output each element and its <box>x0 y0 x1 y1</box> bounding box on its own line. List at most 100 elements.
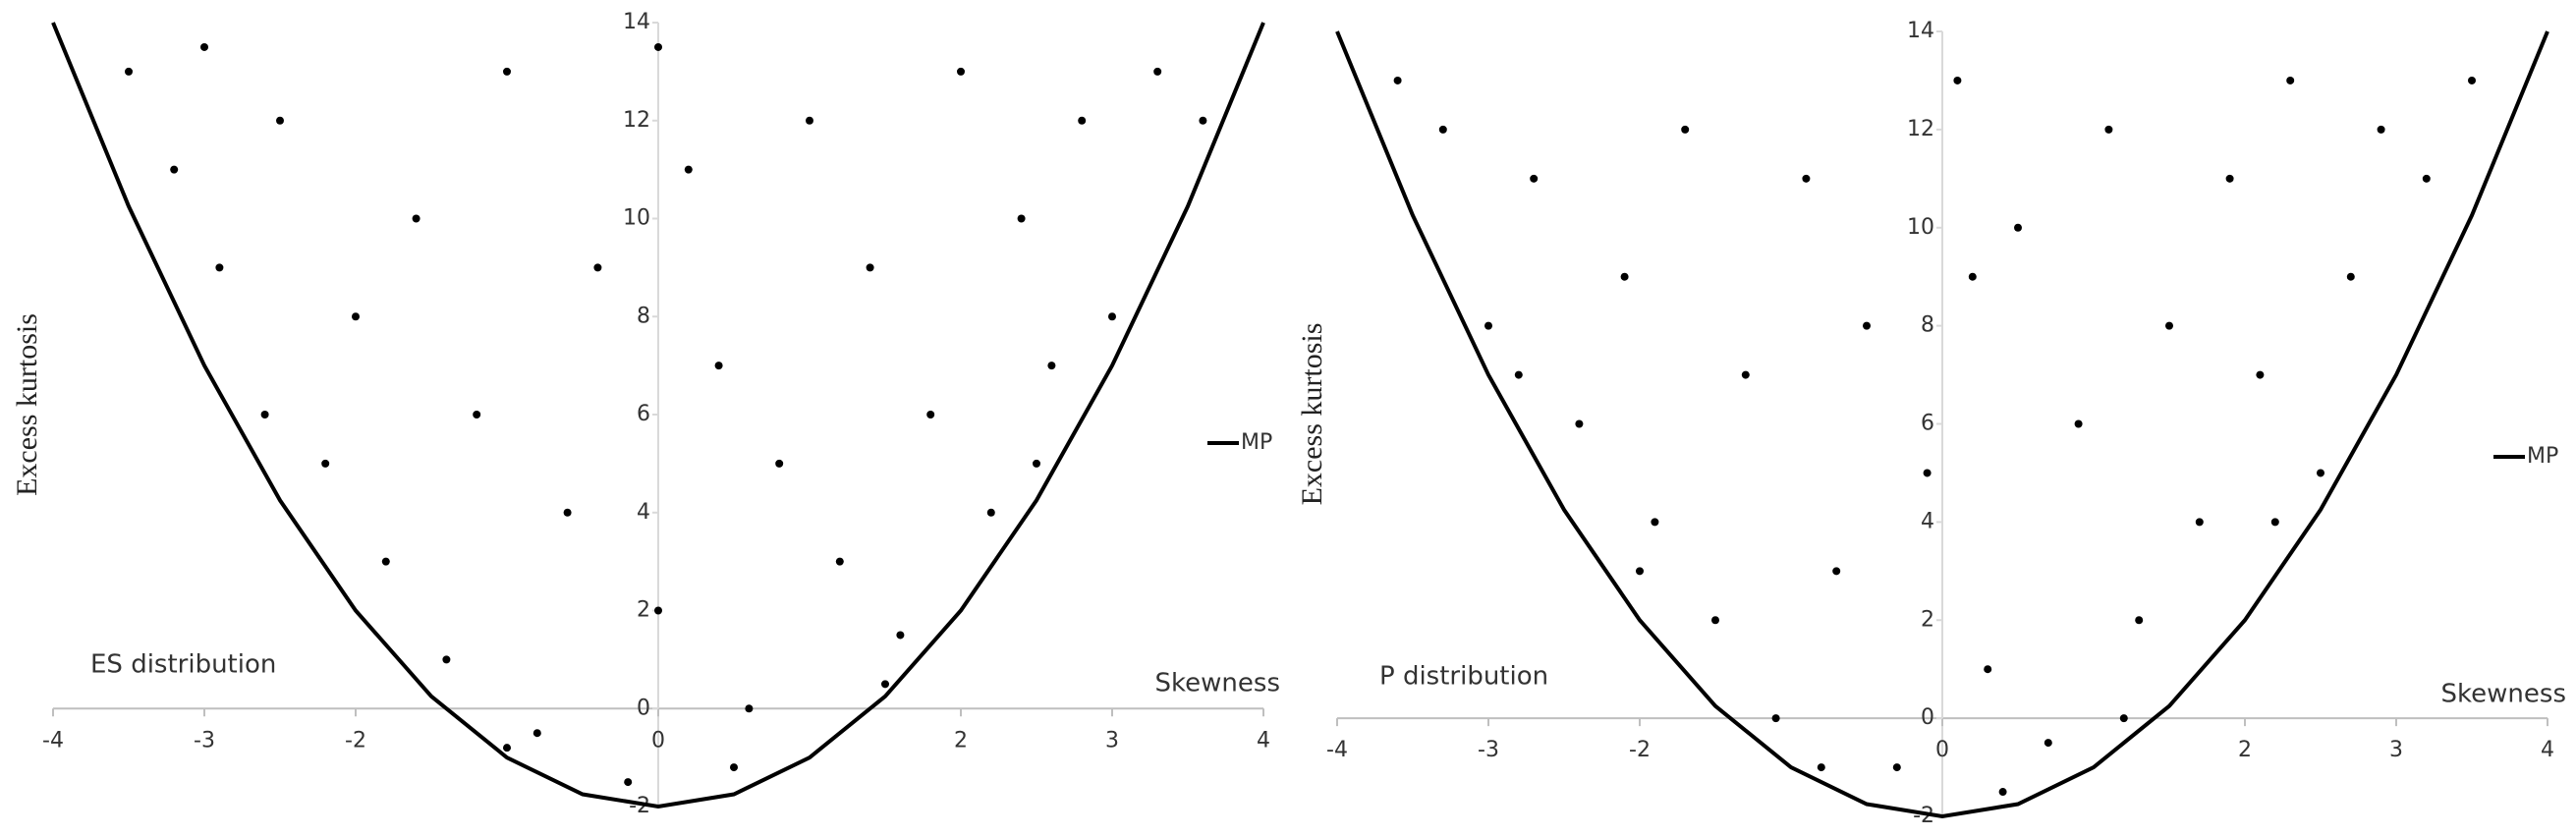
data-point <box>1108 312 1116 321</box>
data-point <box>1681 125 1690 134</box>
data-point <box>2044 739 2052 748</box>
data-point <box>1438 125 1447 134</box>
y-tick-label: 10 <box>1907 215 1934 240</box>
data-point <box>1047 362 1056 370</box>
data-point <box>2422 174 2431 183</box>
y-tick-label: 12 <box>623 108 650 133</box>
data-point <box>2104 125 2113 134</box>
y-tick-label: -2 <box>629 794 650 818</box>
x-tick-label: 4 <box>2541 738 2554 762</box>
data-point <box>1832 567 1841 576</box>
data-point <box>835 557 844 566</box>
x-tick-label: 2 <box>2238 738 2252 762</box>
data-point <box>2225 174 2234 183</box>
data-point <box>896 631 905 640</box>
data-point <box>1017 214 1026 223</box>
data-point <box>654 42 662 51</box>
y-tick-label: 14 <box>1907 19 1934 43</box>
data-point <box>442 655 451 664</box>
mp-curve <box>1335 30 2549 819</box>
x-tick-label: 0 <box>651 728 665 753</box>
data-point <box>1651 518 1659 527</box>
y-tick-label: 4 <box>637 500 650 525</box>
data-point <box>2165 321 2173 330</box>
data-point <box>1711 616 1719 625</box>
data-point <box>2256 370 2265 379</box>
data-point <box>352 312 360 321</box>
data-point <box>1863 321 1871 330</box>
data-point <box>1968 272 1977 281</box>
data-point <box>381 557 390 566</box>
data-point <box>881 680 889 689</box>
data-point <box>532 729 541 738</box>
data-point <box>775 459 784 468</box>
y-tick-label: 4 <box>1921 509 1934 533</box>
data-point <box>215 263 224 272</box>
y-tick-label: -2 <box>1913 804 1934 828</box>
data-point <box>412 214 420 223</box>
x-tick-label: 3 <box>2389 738 2403 762</box>
data-point <box>503 744 511 753</box>
data-point <box>2195 518 2204 527</box>
data-point <box>1892 763 1901 772</box>
data-point <box>926 411 935 418</box>
data-point <box>1033 459 1040 468</box>
legend-label: MP <box>1241 430 1272 455</box>
data-point <box>1802 174 1811 183</box>
annotation: ES distribution <box>90 650 276 680</box>
data-point <box>473 411 481 418</box>
data-point <box>2074 419 2083 428</box>
data-point <box>1153 67 1162 76</box>
legend-label: MP <box>2527 444 2558 469</box>
y-tick-label: 12 <box>1907 117 1934 141</box>
data-point <box>1484 321 1492 330</box>
y-tick-label: 8 <box>1921 313 1934 338</box>
x-tick-label: 2 <box>954 728 968 753</box>
data-point <box>321 459 330 468</box>
data-point <box>684 165 693 174</box>
data-point <box>1953 76 1962 84</box>
data-point <box>624 778 633 787</box>
data-point <box>1078 116 1087 125</box>
data-point <box>1817 763 1825 772</box>
x-tick-label: 4 <box>1257 728 1270 753</box>
data-point <box>503 67 511 76</box>
data-point <box>2014 223 2022 232</box>
x-tick-label: -2 <box>1629 738 1651 762</box>
data-point <box>2377 125 2385 134</box>
data-point <box>1984 665 1992 674</box>
x-tick-label: -2 <box>345 728 366 753</box>
data-point <box>1530 174 1539 183</box>
y-tick-label: 2 <box>637 598 650 623</box>
data-point <box>170 165 179 174</box>
y-tick-label: 10 <box>623 206 650 231</box>
x-axis-title: Skewness <box>2441 680 2566 709</box>
data-point <box>1393 76 1402 84</box>
data-point <box>125 67 133 76</box>
data-point <box>2286 76 2295 84</box>
y-axis-title: Excess kurtosis <box>1296 323 1328 506</box>
data-point <box>2468 76 2476 84</box>
data-point <box>866 263 874 272</box>
annotation: P distribution <box>1379 662 1548 692</box>
data-point <box>1741 370 1750 379</box>
y-tick-label: 6 <box>637 402 650 426</box>
data-point <box>957 67 965 76</box>
x-axis-title: Skewness <box>1155 669 1280 698</box>
data-point <box>593 263 602 272</box>
data-point <box>1636 567 1644 576</box>
y-tick-label: 0 <box>1921 705 1934 730</box>
data-point <box>2346 272 2355 281</box>
data-point <box>714 362 723 370</box>
data-point <box>1514 370 1523 379</box>
data-point <box>563 508 572 517</box>
data-point <box>1199 116 1207 125</box>
data-point <box>2317 469 2324 477</box>
y-tick-label: 14 <box>623 10 650 34</box>
mp-curve <box>51 22 1265 809</box>
x-tick-label: -3 <box>1478 738 1499 762</box>
x-tick-label: 3 <box>1105 728 1119 753</box>
data-point <box>2135 616 2144 625</box>
